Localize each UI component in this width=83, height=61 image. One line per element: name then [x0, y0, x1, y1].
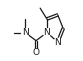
Circle shape [32, 49, 40, 57]
Circle shape [43, 29, 51, 36]
Text: N: N [22, 28, 29, 37]
Circle shape [21, 29, 29, 36]
Circle shape [54, 38, 62, 46]
Text: O: O [33, 48, 40, 57]
Text: N: N [44, 28, 50, 37]
Text: N: N [54, 38, 61, 47]
